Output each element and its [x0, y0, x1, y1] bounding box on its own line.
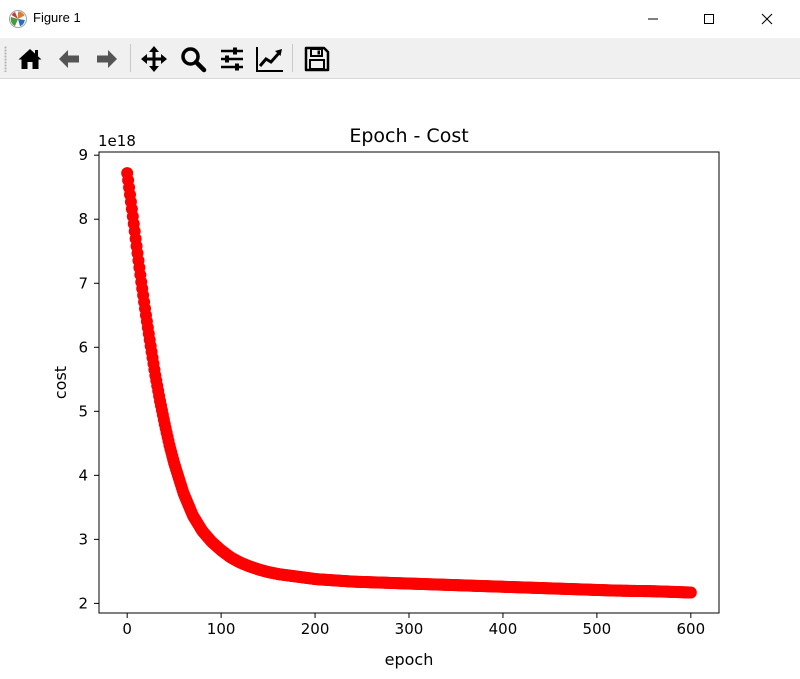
y-tick-label: 6 — [78, 338, 88, 356]
forward-button[interactable] — [91, 43, 123, 75]
y-axis-offset-label: 1e18 — [98, 132, 136, 150]
save-button[interactable] — [301, 43, 333, 75]
y-axis-label: cost — [51, 366, 70, 399]
minimize-button[interactable] — [630, 0, 676, 38]
scatter-series — [121, 167, 697, 599]
toolbar-separator — [292, 44, 293, 72]
toolbar-separator — [130, 44, 131, 72]
x-axis-ticks: 0 100 200 300 400 500 600 — [122, 613, 705, 638]
x-tick-label: 100 — [207, 620, 236, 638]
window-titlebar: Figure 1 — [0, 0, 800, 38]
home-button[interactable] — [14, 43, 46, 75]
line-chart-icon — [256, 47, 283, 72]
back-button[interactable] — [53, 43, 85, 75]
customize-button[interactable] — [254, 43, 286, 75]
sliders-icon — [221, 47, 243, 71]
matplotlib-logo-icon — [9, 10, 27, 28]
x-axis-label: epoch — [385, 650, 434, 669]
y-tick-label: 9 — [78, 146, 88, 164]
close-icon — [761, 13, 773, 25]
zoom-button[interactable] — [177, 43, 209, 75]
arrow-left-icon — [59, 50, 79, 68]
close-button[interactable] — [744, 0, 790, 38]
toolbar-grip[interactable] — [4, 46, 7, 72]
maximize-icon — [704, 14, 714, 24]
y-tick-label: 8 — [78, 210, 88, 228]
floppy-disk-icon — [304, 46, 330, 72]
x-tick-label: 600 — [676, 620, 705, 638]
window-title: Figure 1 — [33, 10, 81, 25]
x-tick-label: 200 — [301, 620, 330, 638]
maximize-button[interactable] — [686, 0, 732, 38]
y-tick-label: 7 — [78, 274, 88, 292]
navigation-toolbar — [0, 38, 800, 79]
chart-title: Epoch - Cost — [349, 125, 468, 147]
x-tick-label: 400 — [489, 620, 518, 638]
x-tick-label: 0 — [122, 620, 132, 638]
chart: 0 100 200 300 400 500 600 2 3 4 5 6 7 8 9 Epoch - Cos… — [51, 125, 720, 669]
y-tick-label: 3 — [78, 530, 88, 548]
magnifier-icon — [181, 47, 207, 73]
x-tick-label: 300 — [395, 620, 424, 638]
y-tick-label: 2 — [78, 594, 88, 612]
y-axis-ticks: 2 3 4 5 6 7 8 9 — [78, 146, 99, 612]
minimize-icon — [648, 18, 658, 20]
axes-frame — [98, 151, 720, 614]
y-tick-label: 5 — [78, 402, 88, 420]
pan-button[interactable] — [138, 43, 170, 75]
y-tick-label: 4 — [78, 466, 88, 484]
x-tick-label: 500 — [583, 620, 612, 638]
figure-canvas[interactable]: 0 100 200 300 400 500 600 2 3 4 5 6 7 8 9 Epoch - Cos… — [0, 79, 800, 679]
data-point — [684, 586, 697, 599]
arrow-right-icon — [97, 50, 117, 68]
move-icon — [141, 46, 167, 72]
home-icon — [18, 49, 42, 69]
subplots-button[interactable] — [216, 43, 248, 75]
